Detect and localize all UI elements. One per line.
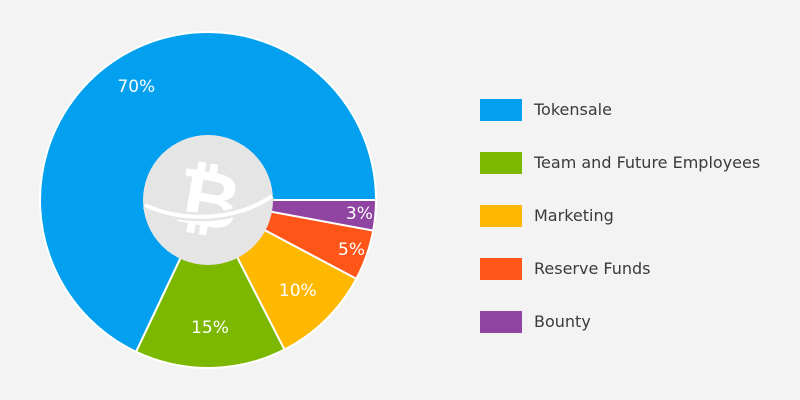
bitcoin-logo-icon: ₿ — [143, 135, 275, 265]
center-circle — [143, 135, 273, 265]
legend-swatch — [480, 310, 522, 333]
legend-label: Reserve Funds — [534, 259, 651, 278]
legend-swatch — [480, 151, 522, 174]
pie-slice-team-and-future-employees — [134, 197, 286, 369]
legend-label: Marketing — [534, 206, 614, 225]
legend-item: Team and Future Employees — [480, 136, 790, 189]
legend-label: Bounty — [534, 312, 591, 331]
legend-swatch — [480, 204, 522, 227]
data-label-team-and-future-employees: 15% — [191, 318, 229, 338]
data-label-marketing: 10% — [279, 281, 317, 301]
legend-item: Reserve Funds — [480, 242, 790, 295]
legend-item: Bounty — [480, 295, 790, 348]
legend-label: Team and Future Employees — [534, 153, 761, 172]
bitcoin-glyph: ₿ — [169, 150, 247, 250]
data-label-reserve-funds: 5% — [338, 240, 365, 260]
legend-item: Marketing — [480, 189, 790, 242]
legend: Tokensale Team and Future Employees Market… — [480, 83, 790, 348]
legend-item: Tokensale — [480, 83, 790, 136]
legend-label: Tokensale — [534, 100, 612, 119]
data-label-tokensale: 70% — [117, 77, 155, 97]
legend-swatch — [480, 98, 522, 121]
data-label-bounty: 3% — [346, 204, 373, 224]
logo-swoosh — [144, 194, 274, 219]
pie-data-labels: 70% 15% 10% 5% 3% — [117, 77, 372, 338]
legend-swatch — [480, 257, 522, 280]
